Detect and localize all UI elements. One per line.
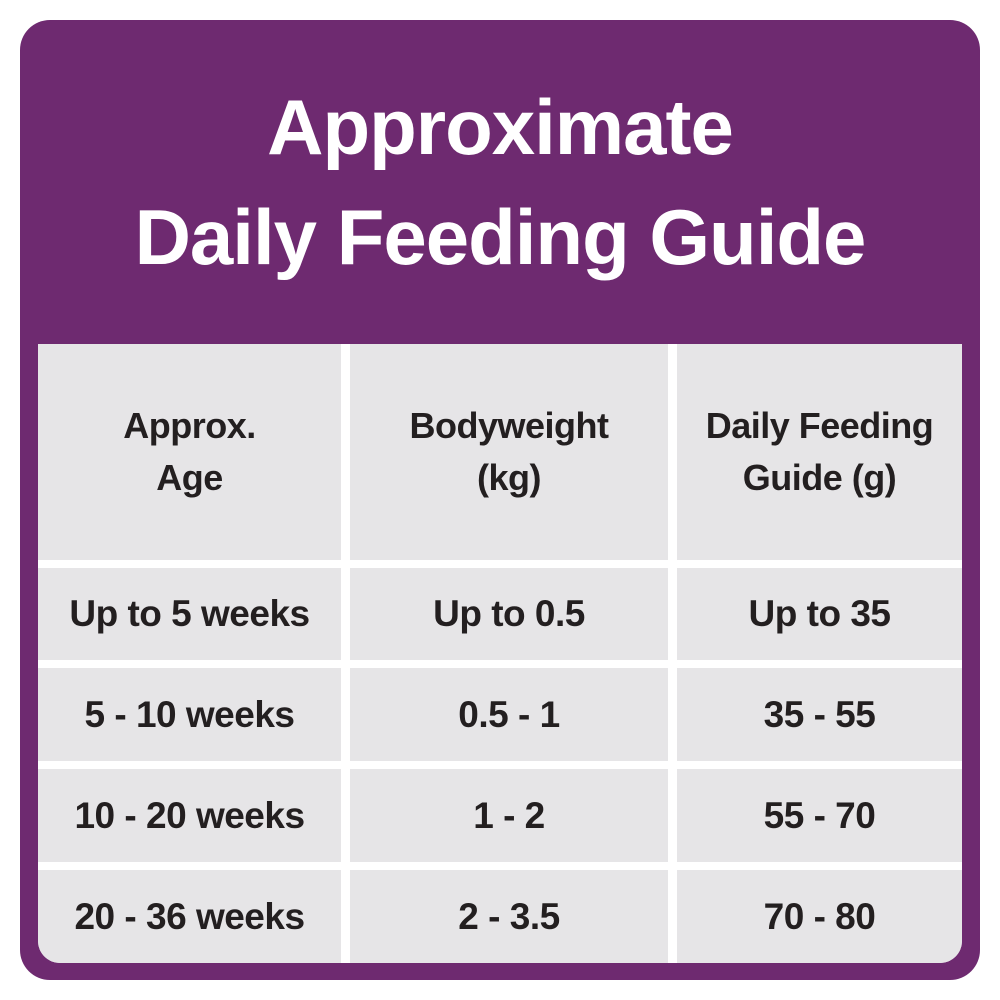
- column-header-age-line-1: Approx.: [123, 404, 256, 446]
- table-header-row: Approx. Age Bodyweight (kg) Daily Feedin…: [38, 344, 962, 560]
- table-row: 5 - 10 weeks 0.5 - 1 35 - 55: [38, 668, 962, 762]
- table-row: Up to 5 weeks Up to 0.5 Up to 35: [38, 567, 962, 661]
- card-header: Approximate Daily Feeding Guide: [20, 20, 980, 344]
- table-row: 10 - 20 weeks 1 - 2 55 - 70: [38, 769, 962, 863]
- table-cell-feeding: 35 - 55: [677, 668, 962, 762]
- table-cell-age: 5 - 10 weeks: [38, 668, 341, 762]
- table-cell-age: 10 - 20 weeks: [38, 769, 341, 863]
- feeding-guide-card: Approximate Daily Feeding Guide Approx. …: [20, 20, 980, 980]
- column-header-feeding-guide-line-1: Daily Feeding: [705, 404, 934, 446]
- table-cell-feeding: Up to 35: [677, 567, 962, 661]
- page-title-line-2: Daily Feeding Guide: [134, 193, 867, 281]
- table-cell-bodyweight: 2 - 3.5: [350, 870, 668, 963]
- column-header-bodyweight-line-1: Bodyweight: [409, 404, 610, 446]
- column-header-age-line-2: Age: [156, 456, 223, 498]
- feeding-table: Approx. Age Bodyweight (kg) Daily Feedin…: [38, 344, 962, 963]
- table-cell-bodyweight: 1 - 2: [350, 769, 668, 863]
- column-header-feeding-guide-line-2: Guide (g): [742, 456, 897, 498]
- table-row: 20 - 36 weeks 2 - 3.5 70 - 80: [38, 870, 962, 963]
- page-title-line-1: Approximate: [267, 83, 734, 171]
- table-cell-bodyweight: Up to 0.5: [350, 567, 668, 661]
- table-cell-feeding: 70 - 80: [677, 870, 962, 963]
- column-header-feeding-guide: Daily Feeding Guide (g): [677, 344, 962, 560]
- table-cell-age: 20 - 36 weeks: [38, 870, 341, 963]
- column-header-age: Approx. Age: [38, 344, 341, 560]
- table-cell-bodyweight: 0.5 - 1: [350, 668, 668, 762]
- table-cell-feeding: 55 - 70: [677, 769, 962, 863]
- column-header-bodyweight: Bodyweight (kg): [350, 344, 668, 560]
- table-cell-age: Up to 5 weeks: [38, 567, 341, 661]
- column-header-bodyweight-line-2: (kg): [477, 456, 542, 498]
